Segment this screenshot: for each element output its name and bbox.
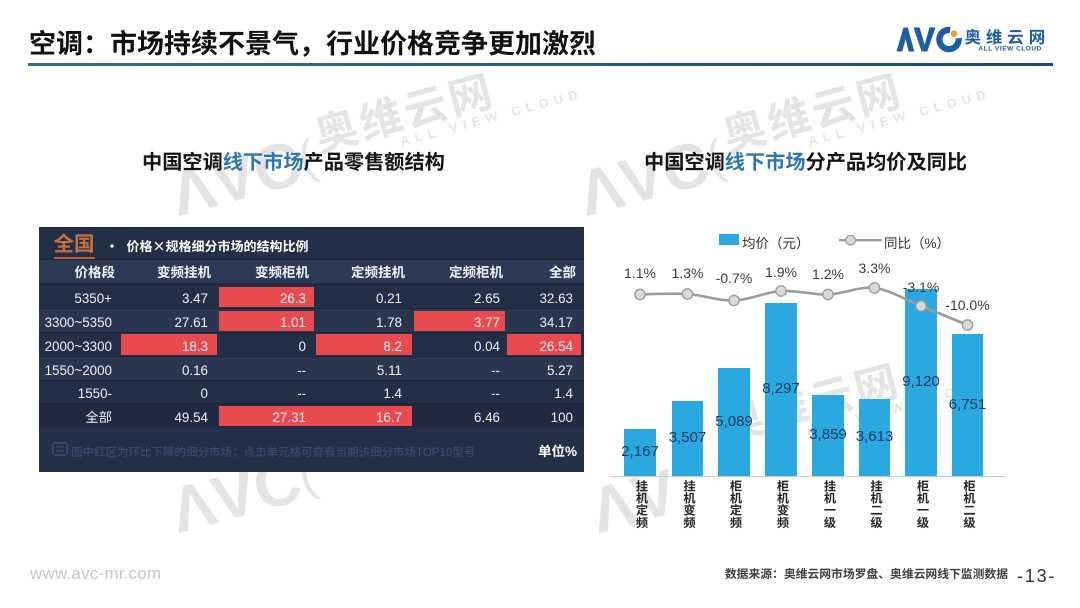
svg-text:奥维云网: 奥维云网 [965,24,1051,48]
svg-text:ALL VIEW CLOUD: ALL VIEW CLOUD [979,46,1042,53]
